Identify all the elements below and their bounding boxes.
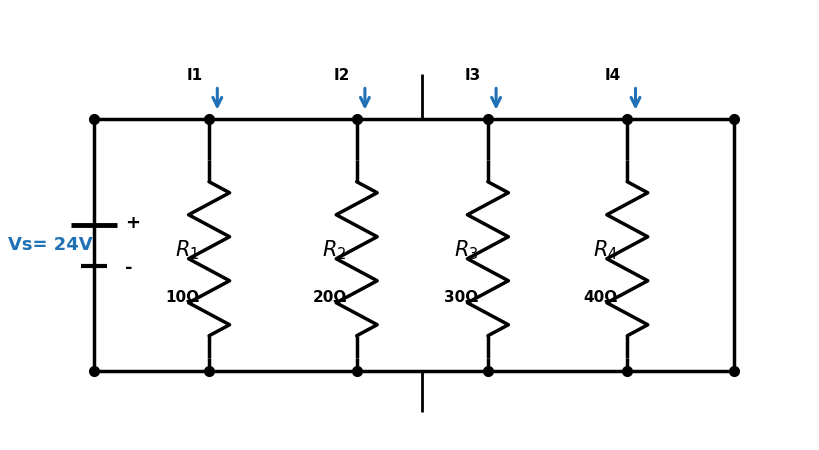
Text: I3: I3 xyxy=(464,68,481,83)
Text: 10Ω: 10Ω xyxy=(165,290,199,305)
Text: I1: I1 xyxy=(186,68,202,83)
Text: 20Ω: 20Ω xyxy=(312,290,346,305)
Text: $R_1$: $R_1$ xyxy=(174,238,199,261)
Text: Vs= 24V: Vs= 24V xyxy=(8,236,93,254)
Text: $R_3$: $R_3$ xyxy=(453,238,477,261)
Text: $R_4$: $R_4$ xyxy=(592,238,617,261)
Text: 30Ω: 30Ω xyxy=(443,290,477,305)
Text: I2: I2 xyxy=(333,68,350,83)
Text: -: - xyxy=(125,259,133,277)
Text: $R_2$: $R_2$ xyxy=(322,238,346,261)
Text: 40Ω: 40Ω xyxy=(582,290,617,305)
Text: I4: I4 xyxy=(604,68,620,83)
Text: +: + xyxy=(125,214,140,232)
